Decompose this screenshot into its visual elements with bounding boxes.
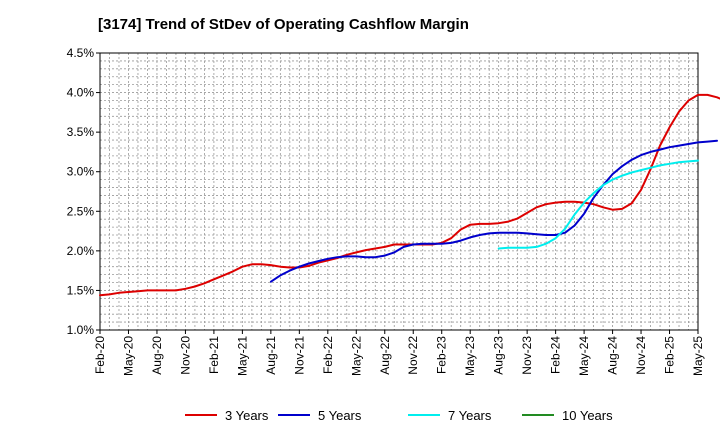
x-tick-label: Aug-23 [492,336,506,375]
legend-label-10-years: 10 Years [562,408,613,423]
legend-label-7-years: 7 Years [448,408,492,423]
x-tick-label: Nov-20 [178,336,192,375]
x-axis: Feb-20 May-20 Aug-20 Nov-20 Feb-21 May-21 Aug-… [93,330,705,376]
x-tick-label: Nov-24 [634,336,648,375]
x-tick-label: Feb-23 [435,336,449,374]
series-line-5-years [269,139,718,283]
chart-title: [3174] Trend of StDev of Operating Cashf… [98,16,469,33]
x-tick-label: Nov-22 [406,336,420,375]
plot-frame [99,52,699,331]
x-tick-label: Feb-20 [93,336,107,374]
y-axis: 1.0% 1.5% 2.0% 2.5% 3.0% 3.5% 4.0% 4.5% [67,46,100,337]
x-tick-label: Feb-21 [207,336,221,374]
x-tick-label: Aug-21 [264,336,278,375]
x-tick-label: Feb-22 [321,336,335,374]
series-line-3-years [99,93,720,297]
x-tick-label: May-22 [349,336,363,376]
x-tick-label: May-21 [235,336,249,376]
y-tick-label: 3.5% [67,125,95,139]
y-tick-label: 1.0% [67,323,95,337]
y-tick-label: 3.0% [67,165,95,179]
legend-label-3-years: 3 Years [225,408,269,423]
x-tick-label: May-20 [121,336,135,376]
x-tick-label: May-23 [463,336,477,376]
y-tick-label: 2.0% [67,244,95,258]
x-tick-label: Nov-21 [292,336,306,375]
legend: 3 Years 5 Years 7 Years 10 Years [185,408,613,423]
y-tick-label: 4.0% [67,86,95,100]
x-tick-label: Feb-24 [549,336,563,374]
series-line-7-years [497,159,699,250]
x-tick-label: Aug-24 [606,336,620,375]
x-tick-label: Feb-25 [663,336,677,374]
x-tick-label: Aug-20 [150,336,164,375]
x-tick-label: May-25 [691,336,705,376]
legend-label-5-years: 5 Years [318,408,362,423]
x-tick-label: Aug-22 [378,336,392,375]
x-tick-label: Nov-23 [520,336,534,375]
y-tick-label: 2.5% [67,204,95,218]
y-tick-label: 4.5% [67,46,95,60]
series-lines [99,93,720,297]
x-tick-label: May-24 [577,336,591,376]
y-tick-label: 1.5% [67,283,95,297]
